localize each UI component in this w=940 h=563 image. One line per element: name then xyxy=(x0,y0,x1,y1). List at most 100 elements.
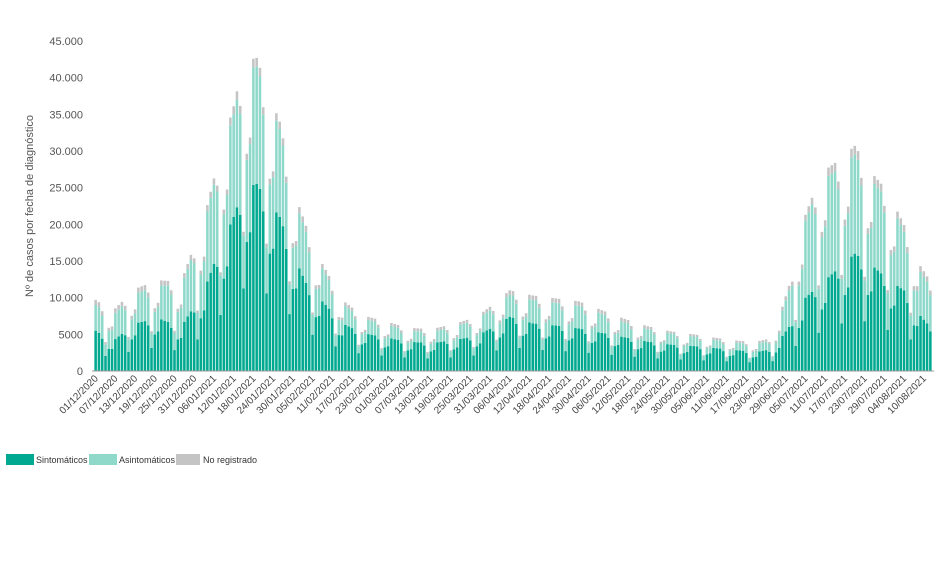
bar-segment-asintomaticos xyxy=(340,320,344,336)
bar-segment-no-registrado xyxy=(702,355,705,357)
bar-segment-no-registrado xyxy=(534,295,538,301)
bar-segment-asintomaticos xyxy=(307,252,311,296)
bar-segment-asintomaticos xyxy=(238,113,242,215)
bar-segment-sintomaticos xyxy=(768,351,771,371)
bar-segment-no-registrado xyxy=(189,254,193,260)
bar-segment-no-registrado xyxy=(386,334,390,337)
bar-segment-no-registrado xyxy=(219,272,222,276)
legend-swatch-sintomaticos xyxy=(6,454,34,465)
bar-segment-sintomaticos xyxy=(357,353,360,372)
bar-segment-no-registrado xyxy=(166,281,170,286)
bar-segment-sintomaticos xyxy=(281,226,285,371)
bar-segment-no-registrado xyxy=(817,285,820,289)
bar-segment-sintomaticos xyxy=(873,267,876,371)
bar-segment-no-registrado xyxy=(922,271,926,277)
bar-segment-no-registrado xyxy=(919,266,922,272)
bar-segment-no-registrado xyxy=(902,225,906,232)
bar-segment-asintomaticos xyxy=(712,339,715,348)
bar-segment-asintomaticos xyxy=(551,302,554,326)
bar-segment-sintomaticos xyxy=(153,334,157,371)
bar-segment-sintomaticos xyxy=(478,343,482,371)
bar-segment-sintomaticos xyxy=(630,341,633,371)
bar-segment-sintomaticos xyxy=(219,314,222,371)
bar-segment-sintomaticos xyxy=(403,357,406,371)
bar-segment-asintomaticos xyxy=(114,312,117,340)
bar-segment-asintomaticos xyxy=(741,343,745,351)
bar-segment-no-registrado xyxy=(886,290,889,294)
bar-segment-sintomaticos xyxy=(495,350,498,371)
bar-segment-asintomaticos xyxy=(919,272,922,316)
bar-segment-asintomaticos xyxy=(515,303,518,324)
bar-segment-asintomaticos xyxy=(656,353,659,359)
bar-segment-sintomaticos xyxy=(232,217,235,371)
bar-segment-sintomaticos xyxy=(278,217,281,371)
bar-segment-no-registrado xyxy=(429,341,433,344)
bar-segment-asintomaticos xyxy=(150,333,153,348)
bar-segment-no-registrado xyxy=(613,331,617,335)
bar-segment-sintomaticos xyxy=(708,353,712,371)
bar-segment-sintomaticos xyxy=(324,305,327,371)
bar-segment-asintomaticos xyxy=(462,323,465,339)
bar-segment-asintomaticos xyxy=(524,316,528,334)
bar-segment-asintomaticos xyxy=(899,225,903,289)
bar-segment-asintomaticos xyxy=(531,299,534,324)
bar-segment-no-registrado xyxy=(110,326,114,330)
bar-segment-asintomaticos xyxy=(173,332,176,351)
bar-segment-asintomaticos xyxy=(330,294,334,319)
bar-segment-no-registrado xyxy=(692,334,696,337)
bar-segment-sintomaticos xyxy=(807,294,811,371)
bar-segment-no-registrado xyxy=(130,315,134,320)
bar-segment-asintomaticos xyxy=(508,294,511,317)
bar-segment-sintomaticos xyxy=(327,308,331,371)
bar-segment-asintomaticos xyxy=(860,185,863,270)
bar-segment-asintomaticos xyxy=(192,263,196,313)
bar-segment-asintomaticos xyxy=(160,285,163,320)
bar-segment-no-registrado xyxy=(176,308,180,312)
bar-segment-sintomaticos xyxy=(432,349,436,371)
bar-segment-no-registrado xyxy=(876,179,880,188)
y-tick-label: 35.000 xyxy=(49,109,83,121)
bar-segment-asintomaticos xyxy=(817,288,820,333)
bar-segment-asintomaticos xyxy=(541,339,544,350)
bar-segment-sintomaticos xyxy=(439,341,442,371)
bar-segment-asintomaticos xyxy=(189,259,193,312)
bar-segment-sintomaticos xyxy=(666,344,669,371)
bar-segment-no-registrado xyxy=(301,216,304,223)
bar-segment-asintomaticos xyxy=(252,67,255,185)
bar-segment-no-registrado xyxy=(238,105,242,114)
bar-segment-asintomaticos xyxy=(784,300,788,332)
bar-segment-no-registrado xyxy=(229,117,232,126)
bar-segment-sintomaticos xyxy=(787,327,791,371)
bar-segment-sintomaticos xyxy=(353,333,357,371)
bar-segment-sintomaticos xyxy=(163,320,166,371)
bar-segment-asintomaticos xyxy=(209,197,212,273)
bar-segment-sintomaticos xyxy=(915,325,919,371)
bar-segment-no-registrado xyxy=(833,162,837,172)
bar-segment-asintomaticos xyxy=(334,335,337,347)
bar-segment-asintomaticos xyxy=(100,315,104,339)
bar-segment-asintomaticos xyxy=(317,288,321,316)
bar-segment-no-registrado xyxy=(100,311,104,316)
bar-segment-sintomaticos xyxy=(544,338,548,371)
legend-item-sintomaticos[interactable]: Sintomáticos xyxy=(6,454,88,465)
bar-segment-no-registrado xyxy=(679,353,682,355)
bar-segment-sintomaticos xyxy=(718,348,722,371)
legend-item-no-registrado[interactable]: No registrado xyxy=(176,454,257,465)
bar-segment-asintomaticos xyxy=(682,345,686,354)
bar-segment-sintomaticos xyxy=(784,331,788,371)
bar-segment-sintomaticos xyxy=(508,316,511,371)
bar-segment-asintomaticos xyxy=(794,322,797,346)
bar-segment-sintomaticos xyxy=(271,248,275,372)
bar-segment-asintomaticos xyxy=(534,300,538,324)
bar-segment-no-registrado xyxy=(347,305,350,309)
bar-segment-no-registrado xyxy=(340,317,344,321)
bar-segment-no-registrado xyxy=(245,153,249,160)
bar-segment-no-registrado xyxy=(518,335,521,338)
bar-segment-no-registrado xyxy=(258,67,262,77)
bar-segment-no-registrado xyxy=(561,306,564,311)
bar-segment-no-registrado xyxy=(639,335,643,339)
bar-segment-asintomaticos xyxy=(745,346,748,354)
legend-item-asintomaticos[interactable]: Asintomáticos xyxy=(89,454,176,465)
bar-segment-no-registrado xyxy=(777,330,781,333)
bar-segment-asintomaticos xyxy=(163,285,166,321)
